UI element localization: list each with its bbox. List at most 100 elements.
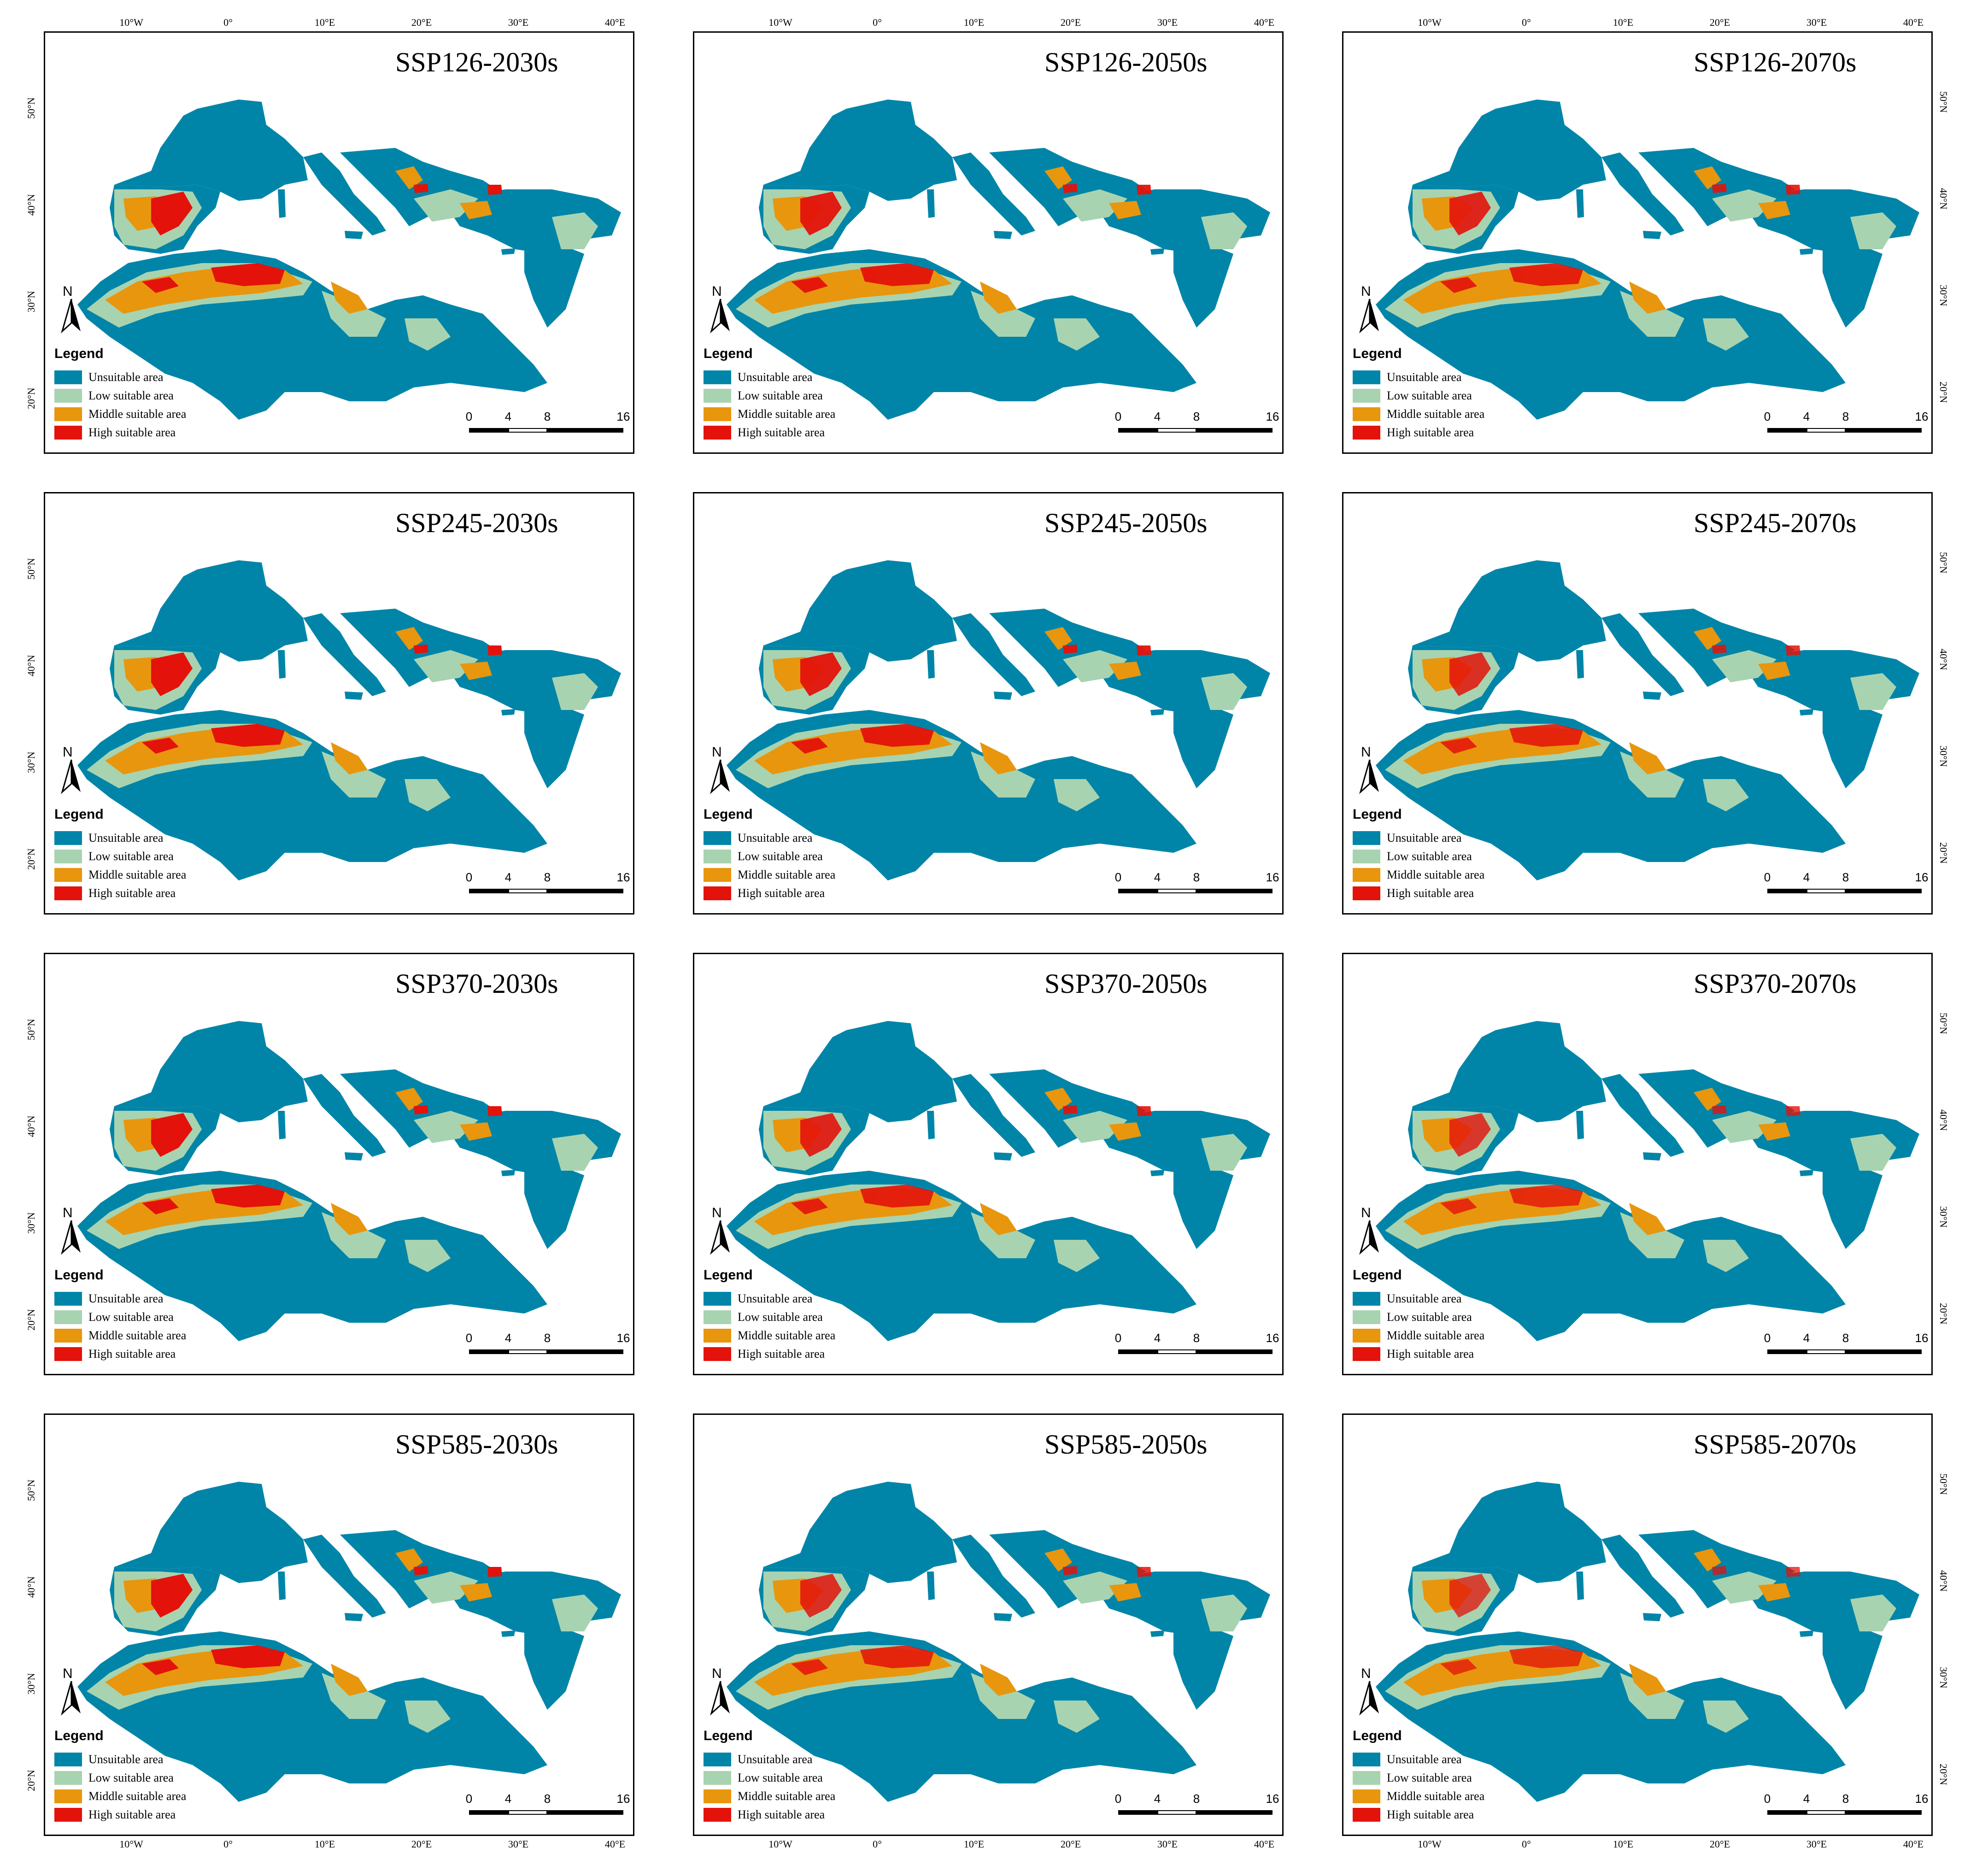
legend-swatch <box>704 370 731 384</box>
legend-item: Middle suitable area <box>704 405 835 423</box>
longitude-tick: 10°W <box>119 1838 143 1850</box>
longitude-tick: 0° <box>223 17 233 28</box>
scale-tick-label: 16 <box>1266 1331 1279 1345</box>
legend-item: High suitable area <box>1353 1806 1484 1824</box>
legend-item: Middle suitable area <box>704 866 835 884</box>
legend-swatch <box>54 850 82 863</box>
scale-tick-label: 8 <box>544 870 551 884</box>
longitude-tick: 20°E <box>1060 1838 1081 1850</box>
map-frame: SSP245-2030s N Legend Unsuitable area Low su… <box>44 492 634 915</box>
latitude-tick: 40°N <box>1938 649 1949 670</box>
longitude-tick: 30°E <box>1806 1838 1827 1850</box>
high-suitable-area-layer <box>1440 645 1800 754</box>
scale-tick-label: 8 <box>1842 870 1849 884</box>
scale-segment <box>1196 428 1273 433</box>
map-panel: SSP245-2070s N Legend Unsuitable area Low su… <box>1342 492 1949 915</box>
map-panel: SSP126-2030s N Legend Unsuitable area Low su… <box>25 17 634 454</box>
latitude-tick: 50°N <box>1938 1473 1949 1495</box>
legend-item: Low suitable area <box>54 1769 186 1787</box>
scale-bar: 04816km <box>1115 1331 1282 1359</box>
legend-item: Unsuitable area <box>1353 1750 1484 1769</box>
scale-tick-label: 8 <box>1193 1331 1200 1345</box>
legend-label: High suitable area <box>88 886 176 900</box>
legend-item: Middle suitable area <box>1353 866 1484 884</box>
panel-title: SSP585-2050s <box>1044 1429 1208 1460</box>
legend-label: Middle suitable area <box>738 868 836 881</box>
north-arrow-icon <box>710 1220 730 1255</box>
north-label: N <box>63 284 73 299</box>
legend-item: Low suitable area <box>704 847 835 866</box>
legend-item: Low suitable area <box>54 387 186 405</box>
legend-item: Middle suitable area <box>54 1787 186 1806</box>
scale-tick-label: 16 <box>1266 1792 1279 1806</box>
suitability-map <box>77 1021 621 1341</box>
high-suitable-area-layer <box>142 1566 502 1675</box>
longitude-tick: 40°E <box>1254 17 1275 28</box>
legend-swatch <box>54 1808 82 1822</box>
scale-bar: 04816km <box>1764 870 1931 898</box>
scale-tick-label: 8 <box>1842 1792 1849 1806</box>
scale-tick-label: 4 <box>1803 1792 1810 1806</box>
legend-label: Low suitable area <box>1387 1310 1472 1324</box>
suitability-map <box>1376 1482 1919 1802</box>
longitude-tick: 40°E <box>604 1838 626 1850</box>
latitude-tick: 40°N <box>25 655 37 676</box>
legend-label: Low suitable area <box>1387 1771 1472 1784</box>
scale-tick-label: 4 <box>1803 410 1810 423</box>
scale-tick-label: 16 <box>616 1331 630 1345</box>
legend-item: Low suitable area <box>704 1769 835 1787</box>
scale-tick-label: 0 <box>465 410 473 423</box>
map-panel: SSP585-2030s N Legend Unsuitable area Low su… <box>25 1413 634 1850</box>
map-panel: SSP585-2050s N Legend Unsuitable area Low su… <box>693 1413 1284 1850</box>
legend-swatch <box>54 1292 82 1306</box>
longitude-tick: 40°E <box>1254 1838 1275 1850</box>
legend-label: High suitable area <box>88 1347 176 1361</box>
longitude-tick: 0° <box>873 1838 882 1850</box>
latitude-tick: 50°N <box>1938 1013 1949 1034</box>
map-panel: SSP245-2050s N Legend Unsuitable area Low su… <box>693 492 1284 915</box>
legend-label: Low suitable area <box>88 850 174 863</box>
scale-segment <box>1767 889 1806 893</box>
longitude-tick: 0° <box>1522 17 1531 28</box>
longitude-tick: 30°E <box>1806 17 1827 28</box>
latitude-tick: 20°N <box>25 387 37 409</box>
legend-swatch <box>1353 407 1380 421</box>
scale-segment <box>1806 889 1846 893</box>
legend-label: Middle suitable area <box>1387 1329 1485 1342</box>
north-label: N <box>1361 1205 1371 1220</box>
legend-swatch <box>54 1771 82 1785</box>
suitability-map <box>727 1482 1270 1802</box>
longitude-tick: 10°W <box>768 17 792 28</box>
scale-tick-label: 0 <box>1764 870 1771 884</box>
high-suitable-area-layer <box>1440 1105 1800 1214</box>
scale-tick-label: 16 <box>1915 410 1929 423</box>
legend-swatch <box>1353 1310 1380 1324</box>
panel-title: SSP245-2050s <box>1044 508 1208 538</box>
legend: Legend Unsuitable area Low suitable area Mi… <box>1353 1267 1484 1363</box>
scale-segment <box>1118 1349 1157 1354</box>
scale-bar: 04816km <box>1115 870 1282 898</box>
legend-swatch <box>1353 1771 1380 1785</box>
legend-label: High suitable area <box>738 426 825 439</box>
longitude-tick: 10°W <box>1418 1838 1442 1850</box>
high-suitable-area-layer <box>1440 1566 1800 1675</box>
longitude-tick: 20°E <box>1060 17 1081 28</box>
longitude-tick: 10°E <box>314 1838 335 1850</box>
north-arrow-icon <box>61 1220 81 1255</box>
legend: Legend Unsuitable area Low suitable area Mi… <box>54 346 186 442</box>
legend-item: Unsuitable area <box>704 1750 835 1769</box>
map-frame: SSP370-2070s N Legend Unsuitable area Low su… <box>1342 953 1933 1375</box>
north-label: N <box>1361 284 1371 299</box>
legend-title: Legend <box>54 1728 104 1743</box>
scale-tick-label: 16 <box>1266 410 1279 423</box>
legend-title: Legend <box>704 1267 753 1283</box>
legend-label: Middle suitable area <box>1387 407 1485 421</box>
scale-segment <box>508 889 547 893</box>
longitude-tick: 20°E <box>1709 17 1730 28</box>
high-suitable-area-layer <box>791 645 1151 754</box>
legend-title: Legend <box>54 346 104 361</box>
suitability-map <box>1376 1021 1919 1341</box>
legend-label: Low suitable area <box>738 389 823 402</box>
north-arrow-icon <box>61 759 81 794</box>
longitude-tick: 10°E <box>314 17 335 28</box>
